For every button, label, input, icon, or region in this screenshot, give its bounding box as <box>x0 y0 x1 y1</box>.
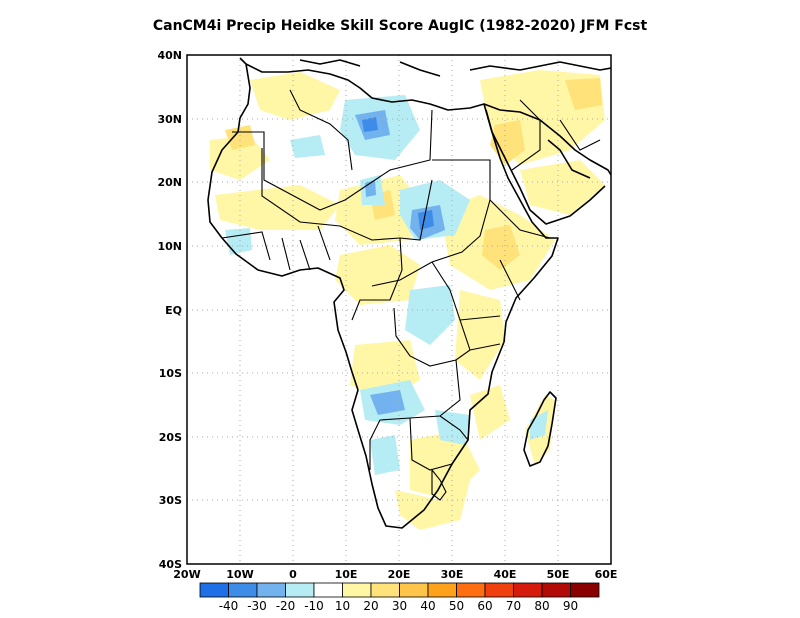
lat-label: 30S <box>159 494 182 507</box>
lon-label: 20W <box>173 568 200 581</box>
colorbar-label: -40 <box>219 599 239 613</box>
map-title: CanCM4i Precip Heidke Skill Score AugIC … <box>152 18 648 34</box>
colorbar-label: 20 <box>363 599 378 613</box>
skill-shading <box>210 70 605 530</box>
colorbar-label: 30 <box>392 599 407 613</box>
colorbar-swatch <box>285 582 315 598</box>
colorbar-label: 70 <box>506 599 521 613</box>
latitude-labels: 40N 30N 20N 10N EQ 10S 20S 30S 40S <box>157 49 182 571</box>
lat-label: 20N <box>157 176 182 189</box>
longitude-labels: 20W 10W 0 10E 20E 30E 40E 50E 60E <box>173 568 617 581</box>
lon-label: 20E <box>388 568 411 581</box>
colorbar-swatch <box>427 582 457 598</box>
lat-label: 10S <box>159 367 182 380</box>
lat-label: EQ <box>165 304 182 317</box>
colorbar-swatch <box>370 582 400 598</box>
colorbar-swatch <box>199 582 229 598</box>
lon-label: 0 <box>289 568 297 581</box>
colorbar-label: 40 <box>420 599 435 613</box>
colorbar-label: -10 <box>304 599 324 613</box>
lon-label: 60E <box>595 568 618 581</box>
lon-label: 30E <box>441 568 464 581</box>
colorbar-label: -30 <box>247 599 267 613</box>
colorbar-swatch <box>256 582 286 598</box>
lat-label: 40S <box>159 558 182 571</box>
lon-label: 40E <box>494 568 517 581</box>
lat-label: 30N <box>157 113 182 126</box>
colorbar-label: 50 <box>449 599 464 613</box>
colorbar-label: -20 <box>276 599 296 613</box>
colorbar-label: 10 <box>335 599 350 613</box>
colorbar-label: 80 <box>534 599 549 613</box>
country-borders <box>221 89 601 501</box>
colorbar-swatch <box>456 582 486 598</box>
colorbar-swatch <box>570 582 600 598</box>
colorbar-swatch <box>228 582 258 598</box>
lat-label: 20S <box>159 431 182 444</box>
map-grid <box>187 55 611 564</box>
coastline <box>207 57 611 529</box>
lat-label: 40N <box>157 49 182 62</box>
lon-label: 10W <box>226 568 253 581</box>
lat-label: 10N <box>157 240 182 253</box>
colorbar-swatch <box>541 582 571 598</box>
colorbar-swatch <box>484 582 514 598</box>
map-frame <box>186 54 612 565</box>
lon-label: 50E <box>547 568 570 581</box>
colorbar-swatch <box>513 582 543 598</box>
lon-label: 10E <box>335 568 358 581</box>
colorbar-swatch <box>399 582 429 598</box>
colorbar-label: 90 <box>563 599 578 613</box>
colorbar-swatch <box>313 582 343 598</box>
colorbar-label: 60 <box>477 599 492 613</box>
colorbar: -40 -30 -20 -10 10 20 30 40 50 60 70 80 90 <box>199 582 600 613</box>
colorbar-swatch <box>342 582 372 598</box>
